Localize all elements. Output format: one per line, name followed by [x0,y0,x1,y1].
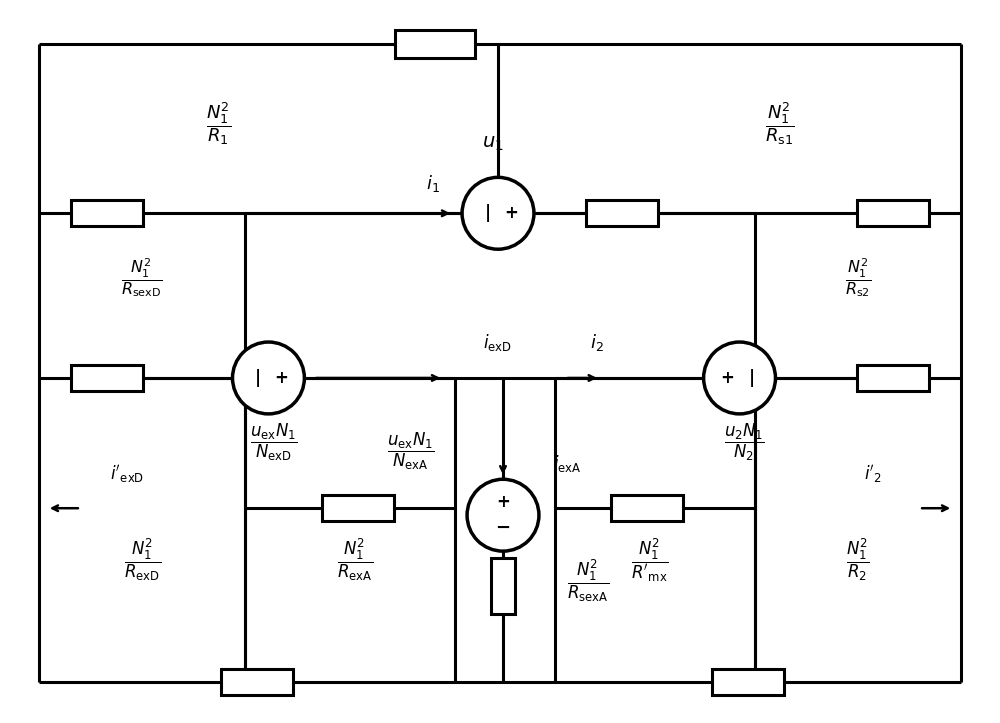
Bar [322,495,394,521]
Text: $\dfrac{N_1^2}{R_{\rm sexD}}$: $\dfrac{N_1^2}{R_{\rm sexD}}$ [121,256,163,299]
Text: $\dfrac{N_1^2}{R_2}$: $\dfrac{N_1^2}{R_2}$ [846,537,870,583]
Text: $i_{\rm exD}$: $i_{\rm exD}$ [483,332,511,353]
Text: $\dfrac{u_{\rm ex}N_1}{N_{\rm exA}}$: $\dfrac{u_{\rm ex}N_1}{N_{\rm exA}}$ [387,431,435,472]
Bar [712,669,784,696]
Text: $\boldsymbol{+}$: $\boldsymbol{+}$ [504,205,518,222]
Text: $\dfrac{N_1^2}{R_{\rm exD}}$: $\dfrac{N_1^2}{R_{\rm exD}}$ [124,537,161,583]
Text: $\dfrac{N_1^2}{R'_{\rm mx}}$: $\dfrac{N_1^2}{R'_{\rm mx}}$ [631,536,668,583]
Bar [71,365,143,391]
Bar [857,200,929,226]
Circle shape [704,342,775,414]
Text: $\boldsymbol{+}$: $\boldsymbol{+}$ [720,369,734,387]
Text: $\dfrac{N_1^2}{R_{\rm sexA}}$: $\dfrac{N_1^2}{R_{\rm sexA}}$ [567,558,609,604]
Bar [395,30,475,58]
Text: $\dfrac{N_1^2}{R_{\rm s1}}$: $\dfrac{N_1^2}{R_{\rm s1}}$ [765,100,794,147]
Circle shape [233,342,304,414]
Text: $\dfrac{N_1^2}{R_1}$: $\dfrac{N_1^2}{R_1}$ [206,100,231,147]
Text: $\boldsymbol{+}$: $\boldsymbol{+}$ [274,369,288,387]
Text: $i'_2$: $i'_2$ [864,463,882,485]
Text: $i_2$: $i_2$ [590,332,604,353]
Text: $\dfrac{N_1^2}{R_{\rm s2}}$: $\dfrac{N_1^2}{R_{\rm s2}}$ [845,256,871,299]
Text: $i_{\rm exA}$: $i_{\rm exA}$ [553,453,581,474]
Bar [586,200,658,226]
Text: $\dfrac{u_{\rm ex}N_1}{N_{\rm exD}}$: $\dfrac{u_{\rm ex}N_1}{N_{\rm exD}}$ [250,422,297,463]
Bar [71,200,143,226]
Text: $\boldsymbol{+}$: $\boldsymbol{+}$ [496,493,510,511]
Bar [611,495,683,521]
Circle shape [467,479,539,551]
Text: $u_1$: $u_1$ [482,134,504,153]
Text: $\mathbf{|}$: $\mathbf{|}$ [748,367,754,389]
Text: $\boldsymbol{-}$: $\boldsymbol{-}$ [495,518,511,536]
Bar [857,365,929,391]
Bar [491,558,515,614]
Text: $\dfrac{N_1^2}{R_{\rm exA}}$: $\dfrac{N_1^2}{R_{\rm exA}}$ [337,537,373,583]
Text: $\mathbf{|}$: $\mathbf{|}$ [484,202,490,224]
Text: $\mathbf{|}$: $\mathbf{|}$ [254,367,260,389]
Text: $i_1$: $i_1$ [426,173,440,194]
Text: $i'_{\rm exD}$: $i'_{\rm exD}$ [110,463,144,485]
Text: $\dfrac{u_2 N_1}{N_2}$: $\dfrac{u_2 N_1}{N_2}$ [724,422,765,463]
Bar [221,669,293,696]
Circle shape [462,177,534,249]
